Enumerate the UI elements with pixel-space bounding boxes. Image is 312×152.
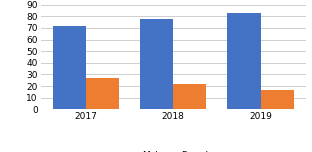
- Bar: [261, 90, 294, 109]
- Bar: [53, 26, 86, 109]
- Bar: [173, 84, 206, 109]
- Bar: [86, 78, 119, 109]
- Legend: Male, Female: Male, Female: [129, 147, 217, 152]
- Bar: [140, 19, 173, 109]
- Bar: [227, 13, 261, 109]
